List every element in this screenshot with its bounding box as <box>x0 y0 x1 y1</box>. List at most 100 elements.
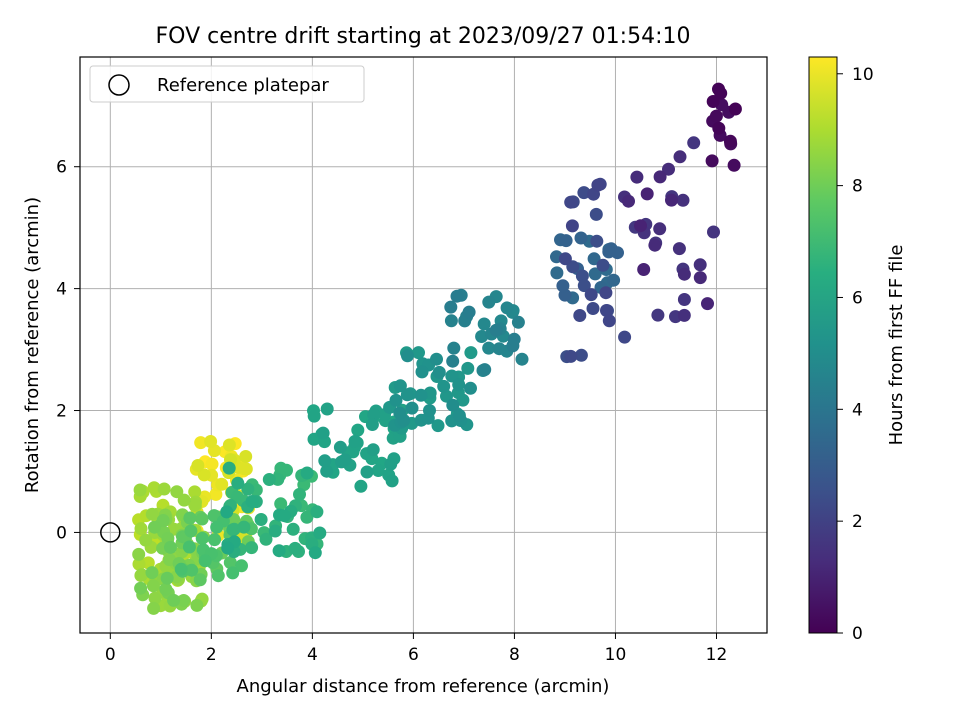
data-point <box>367 408 381 422</box>
data-point <box>573 309 587 322</box>
data-point <box>723 134 737 148</box>
data-point <box>482 341 496 355</box>
data-point <box>673 150 687 164</box>
y-tick-label: 0 <box>56 523 67 543</box>
data-point <box>478 363 492 377</box>
data-point <box>607 273 621 287</box>
data-point <box>672 242 686 256</box>
legend-reference-marker <box>108 74 130 96</box>
data-point <box>170 485 184 499</box>
data-point <box>333 440 347 454</box>
data-point <box>174 562 188 576</box>
data-point <box>320 402 334 416</box>
colorbar-ticks: 0 2 4 6 8 10 <box>837 65 874 644</box>
data-point <box>191 459 205 472</box>
data-point <box>640 187 654 201</box>
data-point <box>348 434 362 448</box>
data-point <box>226 566 240 580</box>
data-point <box>556 279 570 293</box>
data-point <box>602 245 616 259</box>
data-point <box>148 520 161 534</box>
data-point <box>584 288 598 302</box>
data-point <box>190 598 204 612</box>
data-point <box>385 474 399 488</box>
data-point <box>310 505 324 519</box>
data-point <box>134 581 148 595</box>
data-point <box>447 341 461 355</box>
data-point <box>198 554 212 568</box>
data-point <box>160 571 174 585</box>
data-point <box>195 512 209 526</box>
data-point <box>188 485 202 499</box>
data-point <box>245 495 259 508</box>
colorbar-tick-label: 4 <box>852 400 863 420</box>
x-axis-label: Angular distance from reference (arcmin) <box>237 676 610 697</box>
data-point <box>223 556 237 569</box>
data-point <box>193 573 207 587</box>
y-tick-label: 4 <box>56 280 67 300</box>
data-point <box>177 594 191 607</box>
data-point <box>599 286 613 300</box>
data-point <box>714 86 728 100</box>
data-point <box>444 314 458 328</box>
data-point <box>354 479 368 493</box>
data-point <box>637 263 651 276</box>
data-point <box>274 497 288 511</box>
data-point <box>159 582 173 596</box>
x-tick-label: 2 <box>206 645 217 665</box>
plot-frame <box>79 56 768 634</box>
y-tick-label: 2 <box>56 402 67 422</box>
data-point <box>511 315 525 329</box>
data-point <box>440 389 453 403</box>
data-point <box>300 510 314 524</box>
data-point <box>456 393 470 407</box>
data-point <box>318 454 332 468</box>
data-point <box>188 498 202 512</box>
data-point <box>630 170 644 184</box>
data-point <box>577 279 591 293</box>
x-tick-label: 10 <box>605 645 627 665</box>
data-point <box>177 493 191 507</box>
x-tick-label: 0 <box>105 645 116 665</box>
data-point <box>565 219 579 233</box>
data-point <box>728 102 742 116</box>
data-point <box>462 305 476 319</box>
data-point <box>489 323 503 337</box>
data-point <box>195 531 209 545</box>
data-point <box>277 509 291 523</box>
data-point <box>272 544 286 558</box>
data-point <box>384 457 398 471</box>
data-point <box>393 406 407 420</box>
data-point <box>132 547 146 561</box>
data-point <box>286 522 300 536</box>
data-point <box>550 266 564 280</box>
data-point <box>338 453 352 467</box>
data-point <box>204 435 218 448</box>
data-point <box>423 404 436 417</box>
data-point <box>254 513 268 526</box>
data-point <box>146 579 160 593</box>
colorbar-tick-label: 8 <box>852 177 863 197</box>
data-point <box>400 388 414 402</box>
data-point <box>208 533 222 547</box>
data-point <box>492 342 506 356</box>
data-point <box>589 207 603 221</box>
data-point <box>431 419 445 433</box>
data-point <box>651 308 665 322</box>
data-point <box>677 293 691 306</box>
x-tick-label: 12 <box>706 645 728 665</box>
data-point <box>558 252 572 266</box>
data-point <box>677 308 691 322</box>
data-point <box>676 193 690 207</box>
data-point <box>430 352 443 366</box>
data-point <box>701 297 714 311</box>
data-point <box>185 563 199 577</box>
data-point <box>215 477 229 491</box>
data-point <box>707 225 720 239</box>
data-point <box>147 481 161 495</box>
data-point <box>320 464 334 478</box>
chart-title: FOV centre drift starting at 2023/09/27 … <box>156 24 691 49</box>
data-points <box>132 82 742 615</box>
data-point <box>183 511 197 525</box>
